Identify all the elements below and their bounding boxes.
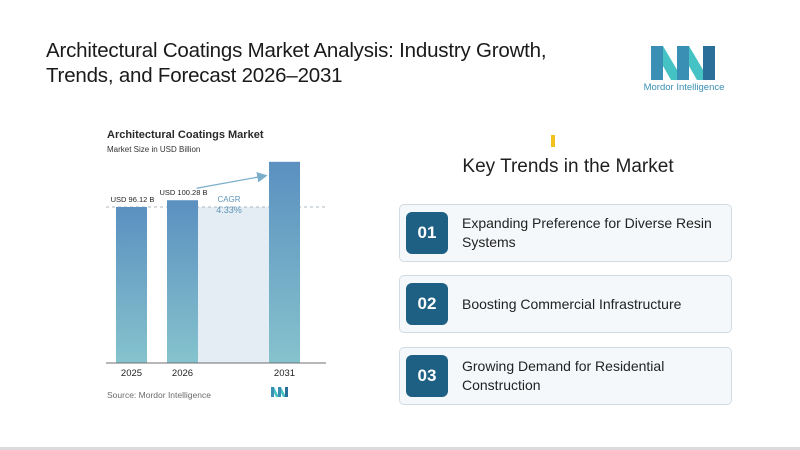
trend-card-3: 03 Growing Demand for Residential Constr… bbox=[399, 347, 732, 405]
bar-2025 bbox=[116, 206, 147, 363]
logo-wordmark: Mordor Intelligence bbox=[643, 82, 725, 93]
trend-text: Growing Demand for Residential Construct… bbox=[462, 358, 665, 393]
page-title-line-1: Architectural Coatings Market Analysis: … bbox=[46, 39, 547, 62]
trend-number-badge: 02 bbox=[406, 283, 448, 325]
trend-card-1: 01 Expanding Preference for Diverse Resi… bbox=[399, 204, 732, 262]
trend-text: Expanding Preference for Diverse Resin S… bbox=[462, 215, 712, 250]
page-title: Architectural Coatings Market Analysis: … bbox=[46, 38, 606, 88]
data-label-2025: USD 96.12 B bbox=[111, 195, 155, 204]
x-tick-2031: 2031 bbox=[274, 368, 295, 379]
cagr-arrow bbox=[196, 172, 268, 189]
trend-card-2: 02 Boosting Commercial Infrastructure bbox=[399, 275, 732, 333]
growth-band bbox=[198, 206, 269, 363]
data-label-2026: USD 100.28 B bbox=[160, 188, 208, 197]
cagr-value: 4.33% bbox=[216, 205, 242, 215]
bottom-divider bbox=[0, 447, 800, 450]
x-tick-2025: 2025 bbox=[121, 368, 142, 379]
chart-title: Architectural Coatings Market bbox=[107, 129, 264, 141]
trend-number-badge: 01 bbox=[406, 212, 448, 254]
x-tick-2026: 2026 bbox=[172, 368, 193, 379]
source-logo-icon bbox=[271, 387, 288, 397]
accent-marker bbox=[551, 135, 555, 147]
trend-number-badge: 03 bbox=[406, 355, 448, 397]
mordor-intelligence-logo-icon bbox=[651, 46, 715, 80]
bar-2026 bbox=[167, 200, 198, 363]
chart-source: Source: Mordor Intelligence bbox=[107, 390, 211, 400]
chart-subtitle: Market Size in USD Billion bbox=[107, 145, 201, 154]
trend-text: Boosting Commercial Infrastructure bbox=[462, 295, 682, 312]
bar-2031 bbox=[269, 161, 300, 363]
key-trends-title: Key Trends in the Market bbox=[462, 156, 674, 177]
cagr-label: CAGR bbox=[217, 195, 240, 204]
page-title-line-2: Trends, and Forecast 2026–2031 bbox=[46, 64, 343, 87]
